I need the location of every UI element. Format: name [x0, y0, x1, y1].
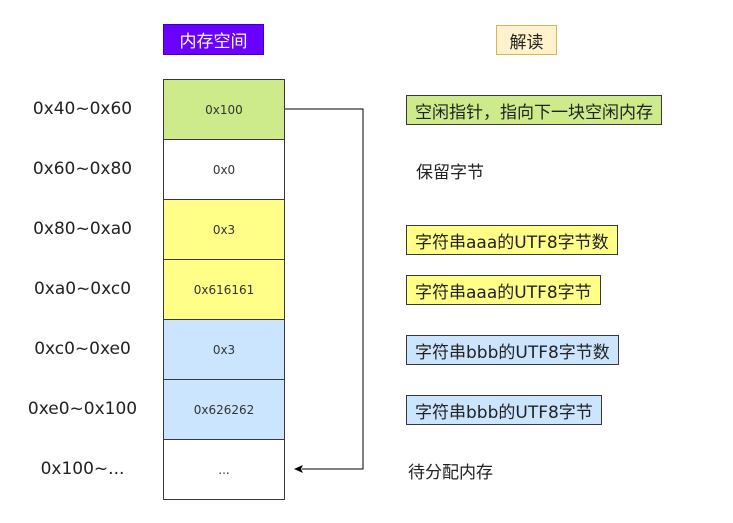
- address-label: 0xc0~0xe0: [34, 339, 131, 359]
- note-aaa-length: 字符串aaa的UTF8字节数: [406, 225, 618, 255]
- memory-cell-bbb-length: 0x3: [163, 319, 285, 380]
- address-label: 0x80~0xa0: [33, 219, 132, 239]
- memory-cell-aaa-bytes: 0x616161: [163, 259, 285, 320]
- address-label: 0x100~...: [40, 459, 125, 479]
- address-label: 0xe0~0x100: [27, 399, 138, 419]
- note-reserved: 保留字节: [416, 162, 484, 183]
- note-aaa-bytes: 字符串aaa的UTF8字节: [406, 275, 601, 305]
- address-label: 0xa0~0xc0: [33, 279, 132, 299]
- address-label: 0x60~0x80: [32, 159, 133, 179]
- memory-space-header: 内存空间: [163, 24, 264, 55]
- memory-cell-free-pointer: 0x100: [163, 79, 285, 140]
- note-bbb-bytes: 字符串bbb的UTF8字节: [406, 395, 602, 425]
- note-bbb-length: 字符串bbb的UTF8字节数: [406, 335, 619, 365]
- memory-cell-aaa-length: 0x3: [163, 199, 285, 260]
- memory-cell-bbb-bytes: 0x626262: [163, 379, 285, 440]
- note-free-pointer: 空闲指针，指向下一块空闲内存: [406, 95, 662, 125]
- note-unallocated: 待分配内存: [408, 462, 493, 483]
- memory-cell-unallocated: ...: [163, 439, 285, 500]
- address-label: 0x40~0x60: [32, 99, 133, 119]
- interpret-header: 解读: [496, 25, 557, 55]
